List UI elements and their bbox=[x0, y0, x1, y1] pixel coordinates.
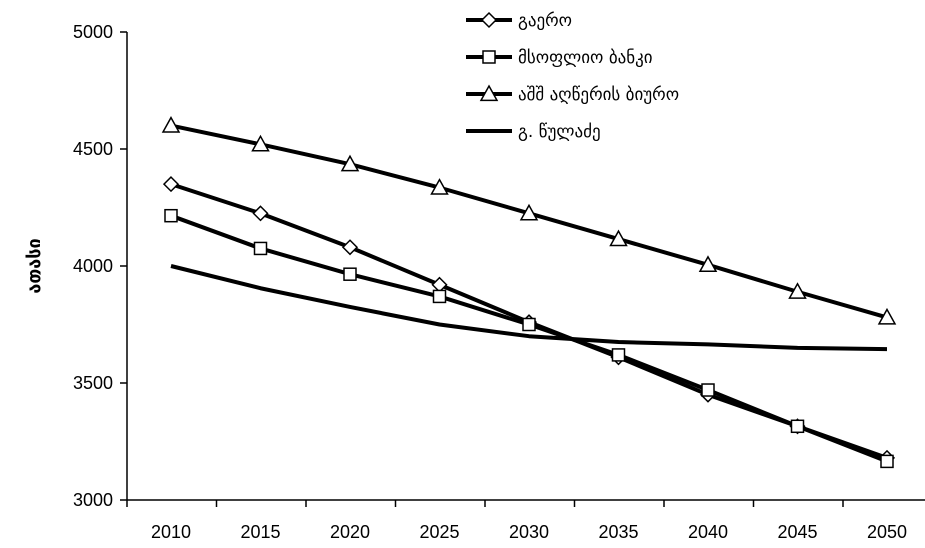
data-point bbox=[343, 267, 357, 281]
data-point bbox=[877, 307, 897, 325]
data-point bbox=[161, 116, 181, 133]
data-point bbox=[341, 239, 359, 256]
data-point bbox=[609, 229, 628, 247]
x-tick-label: 2040 bbox=[688, 522, 728, 542]
data-point bbox=[431, 276, 448, 293]
legend-label: გ. წულაძე bbox=[518, 122, 601, 142]
y-tick-label: 5000 bbox=[73, 22, 113, 42]
x-tick-label: 2020 bbox=[330, 522, 370, 542]
data-point bbox=[432, 289, 447, 304]
axes: 3000 3500 4000 4500 5000 2010 2015 2020 2025 2030… bbox=[73, 22, 925, 542]
legend-item: გ. წულაძე bbox=[466, 122, 601, 142]
legend-label: გაერო bbox=[518, 11, 572, 31]
data-point bbox=[430, 178, 449, 195]
legend-item: მსოფლიო ბანკი bbox=[466, 48, 653, 68]
legend-label: მსოფლიო ბანკი bbox=[518, 48, 653, 68]
data-point bbox=[698, 255, 718, 272]
x-tick-label: 2025 bbox=[419, 522, 459, 542]
series-line bbox=[170, 213, 888, 464]
data-point bbox=[701, 383, 715, 397]
series-3 bbox=[161, 116, 897, 325]
x-tick-label: 2030 bbox=[509, 522, 549, 542]
y-tick-label: 4000 bbox=[73, 256, 113, 276]
x-tick-label: 2010 bbox=[151, 522, 191, 542]
legend-item: გაერო bbox=[466, 11, 572, 31]
series-2 bbox=[164, 208, 894, 469]
y-tick-label: 4500 bbox=[73, 139, 113, 159]
series-line bbox=[170, 264, 888, 352]
x-tick-label: 2050 bbox=[867, 522, 907, 542]
data-point bbox=[162, 176, 180, 193]
legend: გაერო მსოფლიო ბანკი აშშ აღწერის ბიურო გ. წუ… bbox=[466, 11, 679, 142]
x-tick-label: 2015 bbox=[240, 522, 280, 542]
x-tick-label: 2035 bbox=[598, 522, 638, 542]
legend-marker bbox=[479, 84, 499, 102]
data-point bbox=[519, 203, 539, 221]
data-point bbox=[880, 454, 894, 469]
data-point bbox=[340, 154, 360, 172]
data-point bbox=[253, 241, 268, 256]
data-point bbox=[611, 348, 626, 362]
data-point bbox=[790, 419, 805, 434]
series-4 bbox=[170, 264, 888, 352]
y-tick-label: 3500 bbox=[73, 373, 113, 393]
data-point bbox=[788, 282, 807, 299]
series-layer bbox=[161, 116, 897, 469]
y-tick-label: 3000 bbox=[73, 490, 113, 510]
data-point bbox=[251, 134, 270, 152]
data-point bbox=[522, 317, 536, 332]
data-point bbox=[252, 205, 269, 222]
legend-label: აშშ აღწერის ბიურო bbox=[518, 85, 679, 105]
legend-marker bbox=[482, 50, 496, 64]
x-tick-label: 2045 bbox=[777, 522, 817, 542]
y-axis-label: ათასი bbox=[24, 238, 45, 293]
legend-marker bbox=[480, 11, 498, 29]
data-point bbox=[164, 208, 178, 223]
legend-item: აშშ აღწერის ბიურო bbox=[466, 84, 679, 105]
